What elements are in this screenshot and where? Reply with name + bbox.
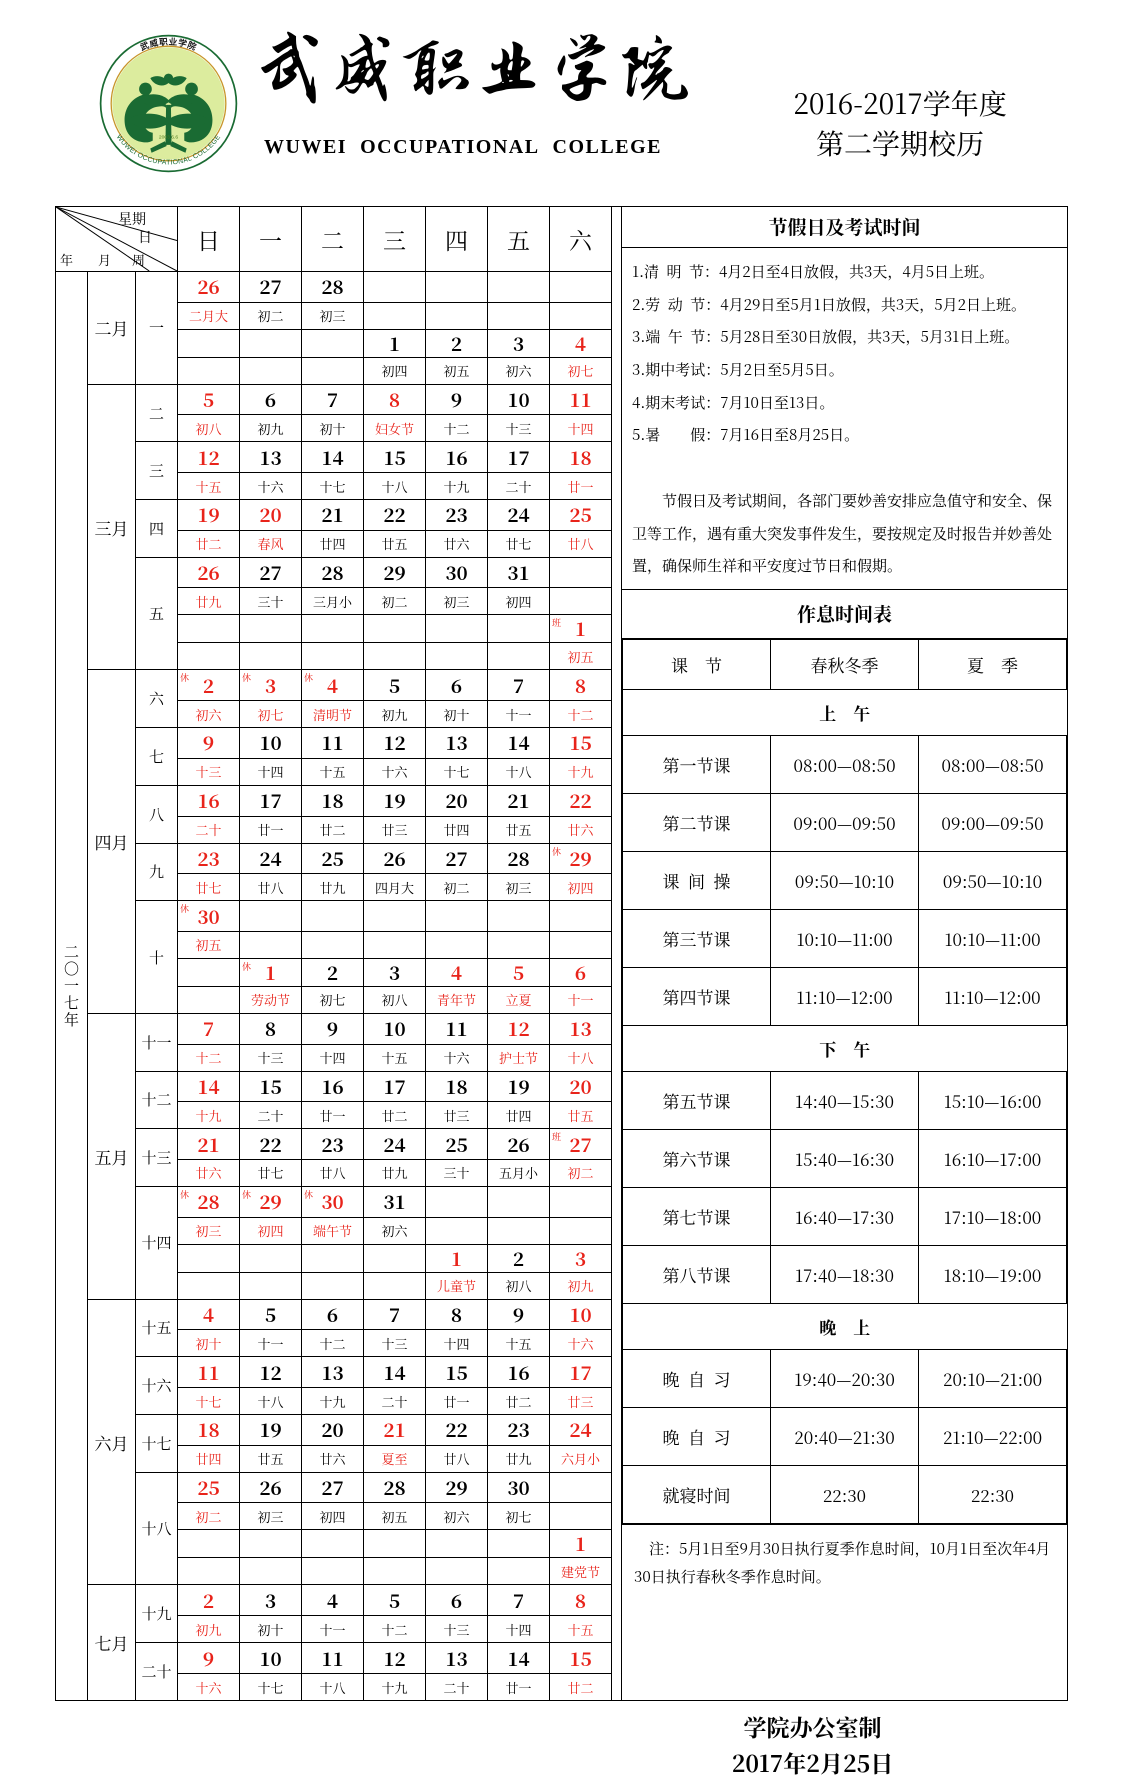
svg-text:2003.6.6: 2003.6.6	[159, 134, 178, 140]
